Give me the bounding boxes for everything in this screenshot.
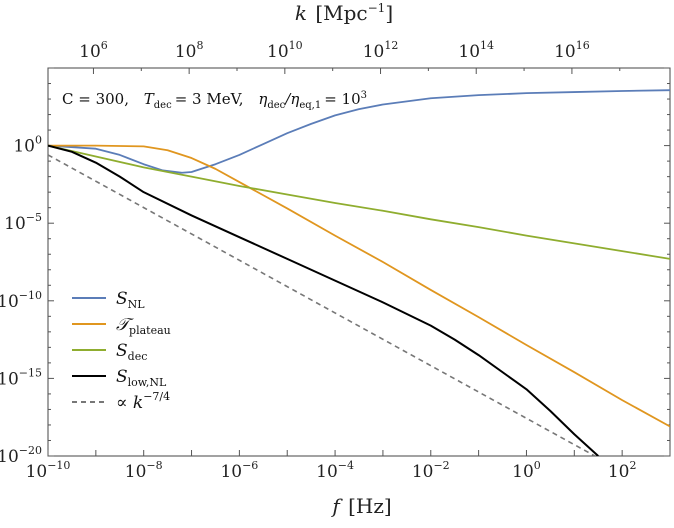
tick-marks (47, 67, 671, 457)
top-tick-label: 106 (79, 39, 108, 62)
x-tick-labels: 10−10 10−8 10−6 10−4 10−2 100 102 (26, 459, 637, 482)
x-tick-label: 10−8 (125, 459, 163, 482)
x-tick-label: 100 (512, 459, 541, 482)
x-tick-label: 10−10 (26, 459, 71, 482)
top-tick-label: 1012 (363, 39, 399, 62)
y-tick-label: 10−5 (4, 211, 42, 234)
x-tick-label: 10−6 (220, 459, 258, 482)
top-tick-label: 108 (175, 39, 204, 62)
legend-label: 𝒯plateau (116, 315, 171, 337)
legend-label: Slow,NL (116, 367, 167, 389)
legend-label: Sdec (116, 341, 147, 363)
top-tick-label: 1014 (458, 39, 494, 62)
y-tick-label: 100 (13, 134, 42, 157)
y-tick-labels: 100 10−5 10−10 10−15 10−20 (0, 134, 42, 467)
series-t-plateau (48, 144, 670, 428)
top-tick-labels: 106 108 1010 1012 1014 1016 (79, 39, 590, 62)
top-axis-title: k [Mpc−1] (295, 1, 393, 25)
series-s-low-nl (48, 144, 599, 456)
series-layer (48, 89, 670, 456)
legend-label: ∝ k−7/4 (116, 390, 170, 413)
top-tick-label: 1010 (267, 39, 303, 62)
y-tick-label: 10−15 (0, 366, 42, 389)
legend-label: SNL (116, 289, 145, 311)
legend: SNL 𝒯plateau Sdec Slow,NL∝ k−7/4 (72, 289, 171, 413)
x-tick-label: 102 (608, 459, 637, 482)
series-s-dec (48, 144, 670, 260)
parameter-annotation: C = 300, Tdec = 3 MeV, ηdec/ηeq,1 = 103 (62, 90, 367, 111)
y-tick-label: 10−10 (0, 289, 42, 312)
x-axis-title: f [Hz] (330, 494, 391, 518)
plot-frame (47, 67, 671, 457)
x-tick-label: 10−2 (412, 459, 450, 482)
y-tick-label: 10−20 (0, 444, 42, 467)
x-tick-label: 10−4 (316, 459, 354, 482)
series-s-nl (48, 89, 670, 174)
top-tick-label: 1016 (554, 39, 590, 62)
